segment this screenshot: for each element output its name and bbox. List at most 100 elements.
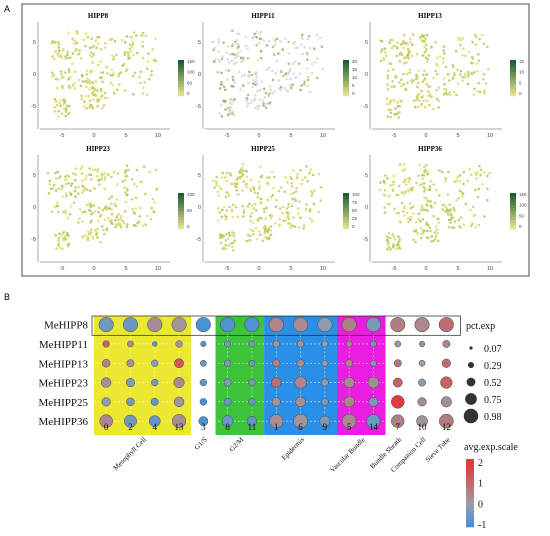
- umap-cell: [447, 213, 450, 217]
- umap-cell: [386, 83, 389, 86]
- umap-cell: [474, 172, 478, 175]
- umap-cell: [395, 247, 398, 250]
- dot: [343, 377, 355, 389]
- umap-cell: [105, 208, 108, 211]
- umap-cell: [477, 223, 481, 227]
- umap-cell: [455, 179, 459, 182]
- umap-cell: [435, 97, 439, 101]
- umap-cell: [103, 218, 107, 222]
- umap-cell: [150, 69, 153, 73]
- umap-cell: [470, 71, 473, 75]
- umap-cell: [429, 180, 432, 183]
- umap-cell: [291, 224, 294, 227]
- umap-cell: [227, 113, 230, 116]
- umap-cell: [449, 212, 453, 215]
- umap-cell: [388, 202, 391, 206]
- umap-cell: [416, 105, 420, 109]
- umap-cell: [432, 239, 436, 242]
- umap-cell: [99, 71, 103, 74]
- umap-cell: [437, 221, 440, 224]
- umap-cell: [447, 209, 451, 212]
- umap-cell: [135, 185, 138, 188]
- colorbar-segment: [510, 84, 516, 88]
- umap-cell: [305, 165, 308, 168]
- umap-cell: [268, 84, 272, 88]
- umap-cell: [308, 209, 312, 213]
- cluster-label: 2: [128, 422, 133, 432]
- umap-cell: [291, 83, 295, 86]
- umap-cell: [426, 57, 430, 61]
- size-legend-label: 0.07: [484, 344, 502, 355]
- umap-cell: [443, 210, 447, 213]
- umap-cell: [437, 106, 440, 109]
- umap-cell: [425, 236, 429, 239]
- umap-cell: [132, 93, 135, 96]
- umap-cell: [406, 47, 410, 51]
- umap-cell: [61, 195, 64, 198]
- umap-cell: [389, 115, 393, 119]
- umap-cell: [116, 182, 119, 186]
- umap-cell: [220, 176, 224, 180]
- umap-cell: [256, 196, 260, 199]
- dot: [125, 378, 135, 388]
- umap-cell: [114, 219, 117, 222]
- dot: [345, 359, 354, 368]
- umap-cell: [400, 53, 404, 56]
- colorbar-segment: [178, 208, 184, 212]
- umap-cell: [246, 93, 250, 97]
- umap-cell: [121, 64, 124, 67]
- umap-cell: [81, 210, 85, 214]
- umap-cell: [408, 50, 411, 53]
- umap-cell: [259, 50, 263, 53]
- umap-cell: [393, 207, 396, 210]
- umap-cell: [100, 225, 104, 228]
- umap-cell: [255, 81, 259, 85]
- umap-cell: [228, 52, 231, 56]
- umap-cell: [411, 205, 415, 209]
- umap-cell: [308, 217, 312, 220]
- dot: [368, 396, 379, 407]
- size-legend-title: pct.exp: [466, 321, 495, 332]
- umap-cell: [57, 240, 61, 243]
- umap-cell: [476, 195, 480, 199]
- umap-cell: [225, 51, 228, 54]
- umap-cell: [144, 192, 147, 196]
- umap-cell: [84, 234, 87, 237]
- umap-cell: [268, 102, 272, 105]
- dot: [293, 413, 308, 429]
- umap-cell: [116, 213, 120, 217]
- umap-cell: [262, 207, 266, 211]
- umap-cell: [78, 52, 81, 55]
- umap-cell: [264, 106, 268, 110]
- umap-y-tick: 5: [33, 40, 36, 46]
- umap-cell: [60, 112, 64, 115]
- umap-cell: [253, 106, 257, 110]
- umap-cell: [217, 41, 221, 44]
- umap-cell: [57, 43, 61, 46]
- umap-cell: [474, 188, 477, 192]
- umap-cell: [457, 36, 461, 39]
- umap-cell: [146, 60, 150, 63]
- umap-cell: [279, 186, 283, 189]
- umap-cell: [69, 56, 73, 59]
- umap-cell: [141, 92, 145, 95]
- dot: [126, 397, 135, 407]
- umap-cell: [251, 82, 255, 85]
- umap-cell: [143, 81, 146, 84]
- umap-cell: [220, 71, 223, 75]
- umap-cell: [289, 86, 293, 90]
- size-legend-dot: [468, 362, 474, 368]
- umap-cell: [483, 215, 486, 218]
- umap-cell: [253, 35, 256, 38]
- umap-cell: [413, 105, 417, 109]
- umap-cell: [442, 57, 445, 60]
- umap-cell: [136, 221, 139, 225]
- dot: [173, 377, 185, 389]
- umap-cell: [74, 173, 77, 176]
- umap-cell: [255, 209, 258, 212]
- umap-cell: [219, 241, 223, 245]
- umap-cell: [315, 76, 319, 80]
- colorbar-segment: [178, 202, 184, 206]
- umap-cell: [453, 209, 457, 213]
